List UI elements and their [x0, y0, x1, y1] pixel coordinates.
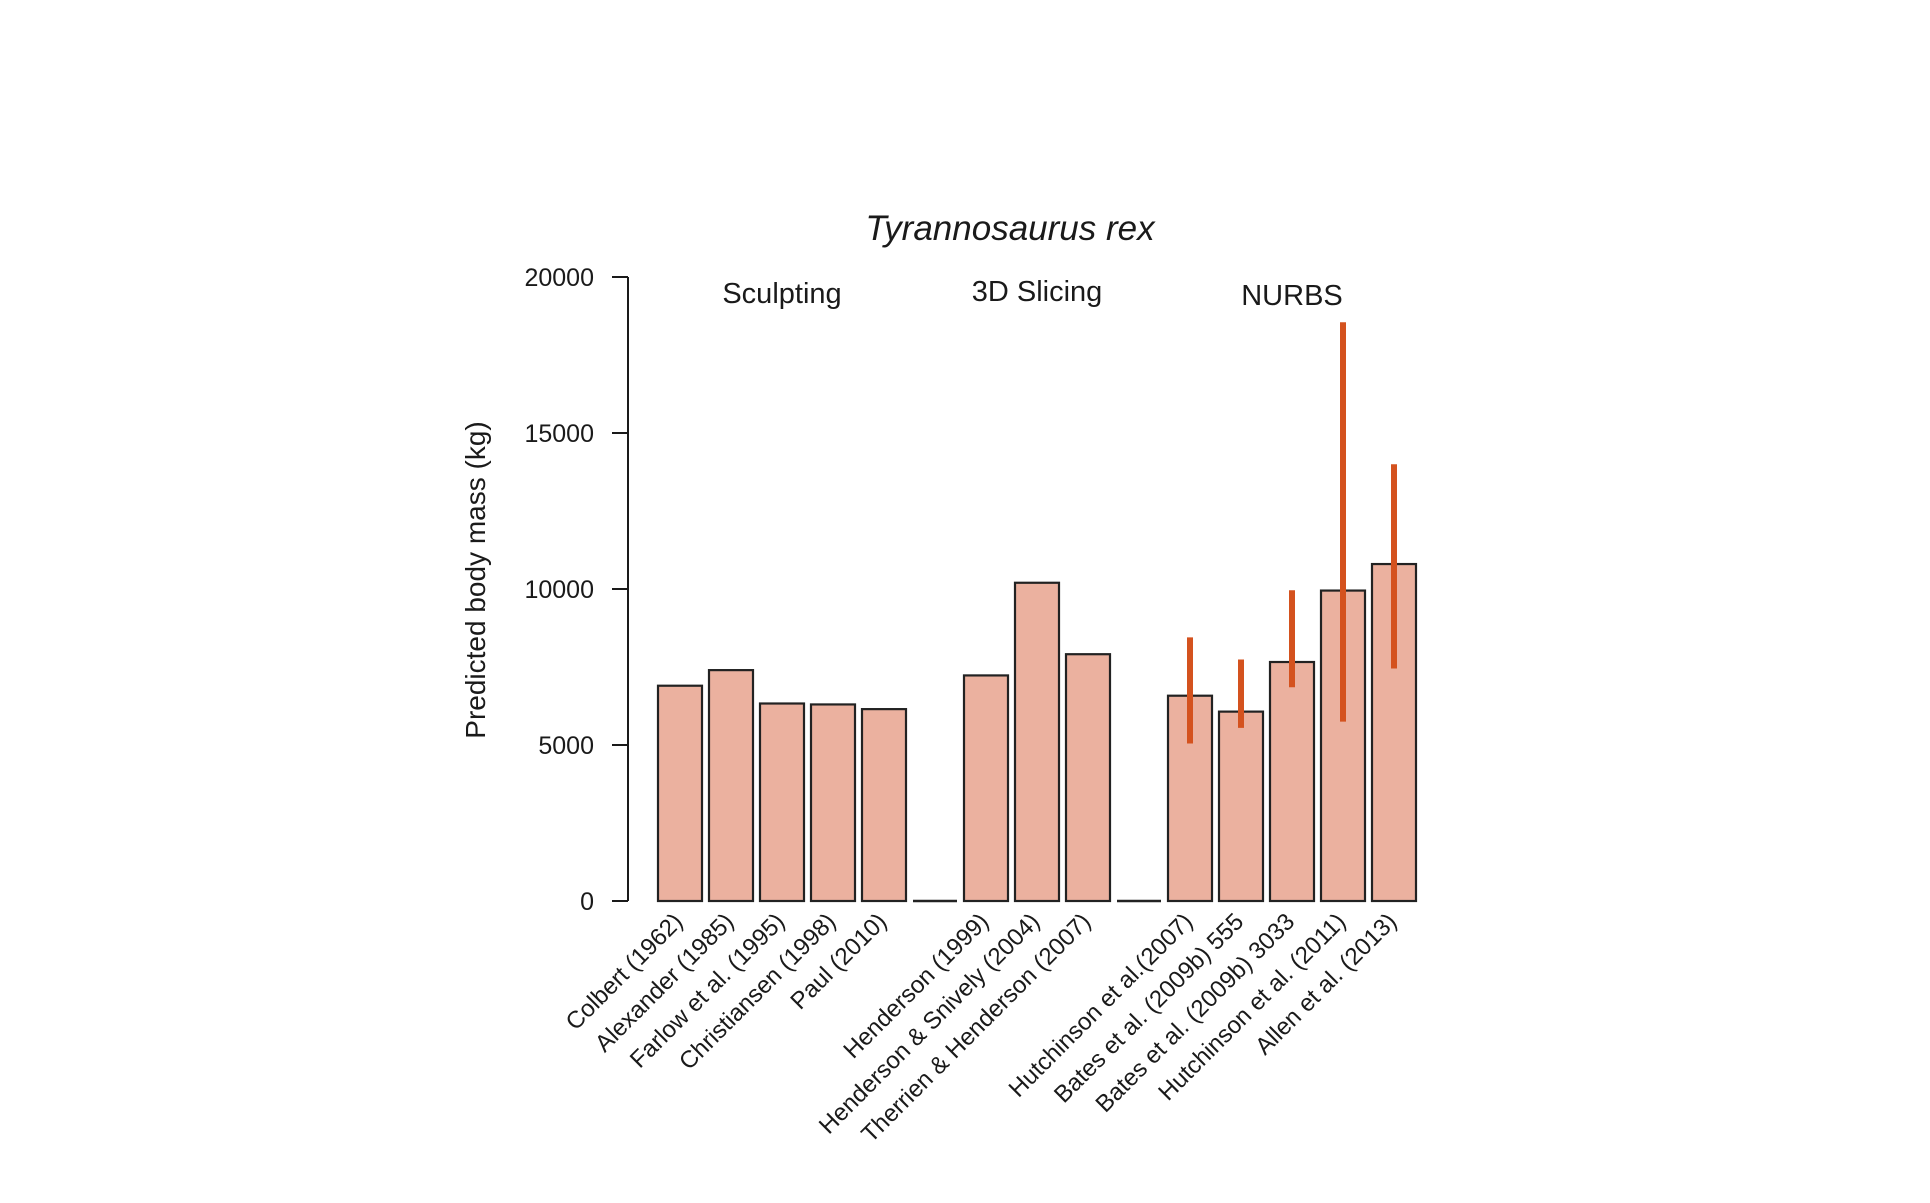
y-tick-label: 20000: [524, 264, 594, 292]
y-tick-label: 5000: [538, 732, 594, 760]
bar: [1064, 653, 1112, 903]
group-label: NURBS: [1241, 280, 1343, 312]
bar: [1268, 660, 1316, 903]
bar: [962, 674, 1010, 903]
y-tick-label: 15000: [524, 420, 594, 448]
error-bars: [1187, 322, 1397, 744]
category-labels: Colbert (1962)Alexander (1985)Farlow et …: [561, 908, 1403, 1148]
bar: [707, 669, 755, 903]
y-axis-label: Predicted body mass (kg): [460, 421, 491, 738]
bar: [809, 703, 857, 903]
group-label: Sculpting: [722, 278, 841, 310]
bar: [860, 708, 908, 903]
y-tick-label: 10000: [524, 576, 594, 604]
bars: [656, 562, 1418, 903]
bar: [1217, 710, 1265, 903]
bar: [656, 684, 704, 903]
group-labels: Sculpting 3D Slicing NURBS: [722, 276, 1342, 312]
y-axis: 0 5000 10000 15000 20000: [524, 264, 629, 916]
group-label: 3D Slicing: [972, 276, 1103, 308]
y-tick-label: 0: [580, 888, 594, 916]
category-label: Bates et al. (2009b) 3033: [1091, 908, 1301, 1118]
bar: [758, 702, 806, 903]
bar: [1013, 581, 1061, 903]
chart-title: Tyrannosaurus rex: [865, 209, 1156, 248]
